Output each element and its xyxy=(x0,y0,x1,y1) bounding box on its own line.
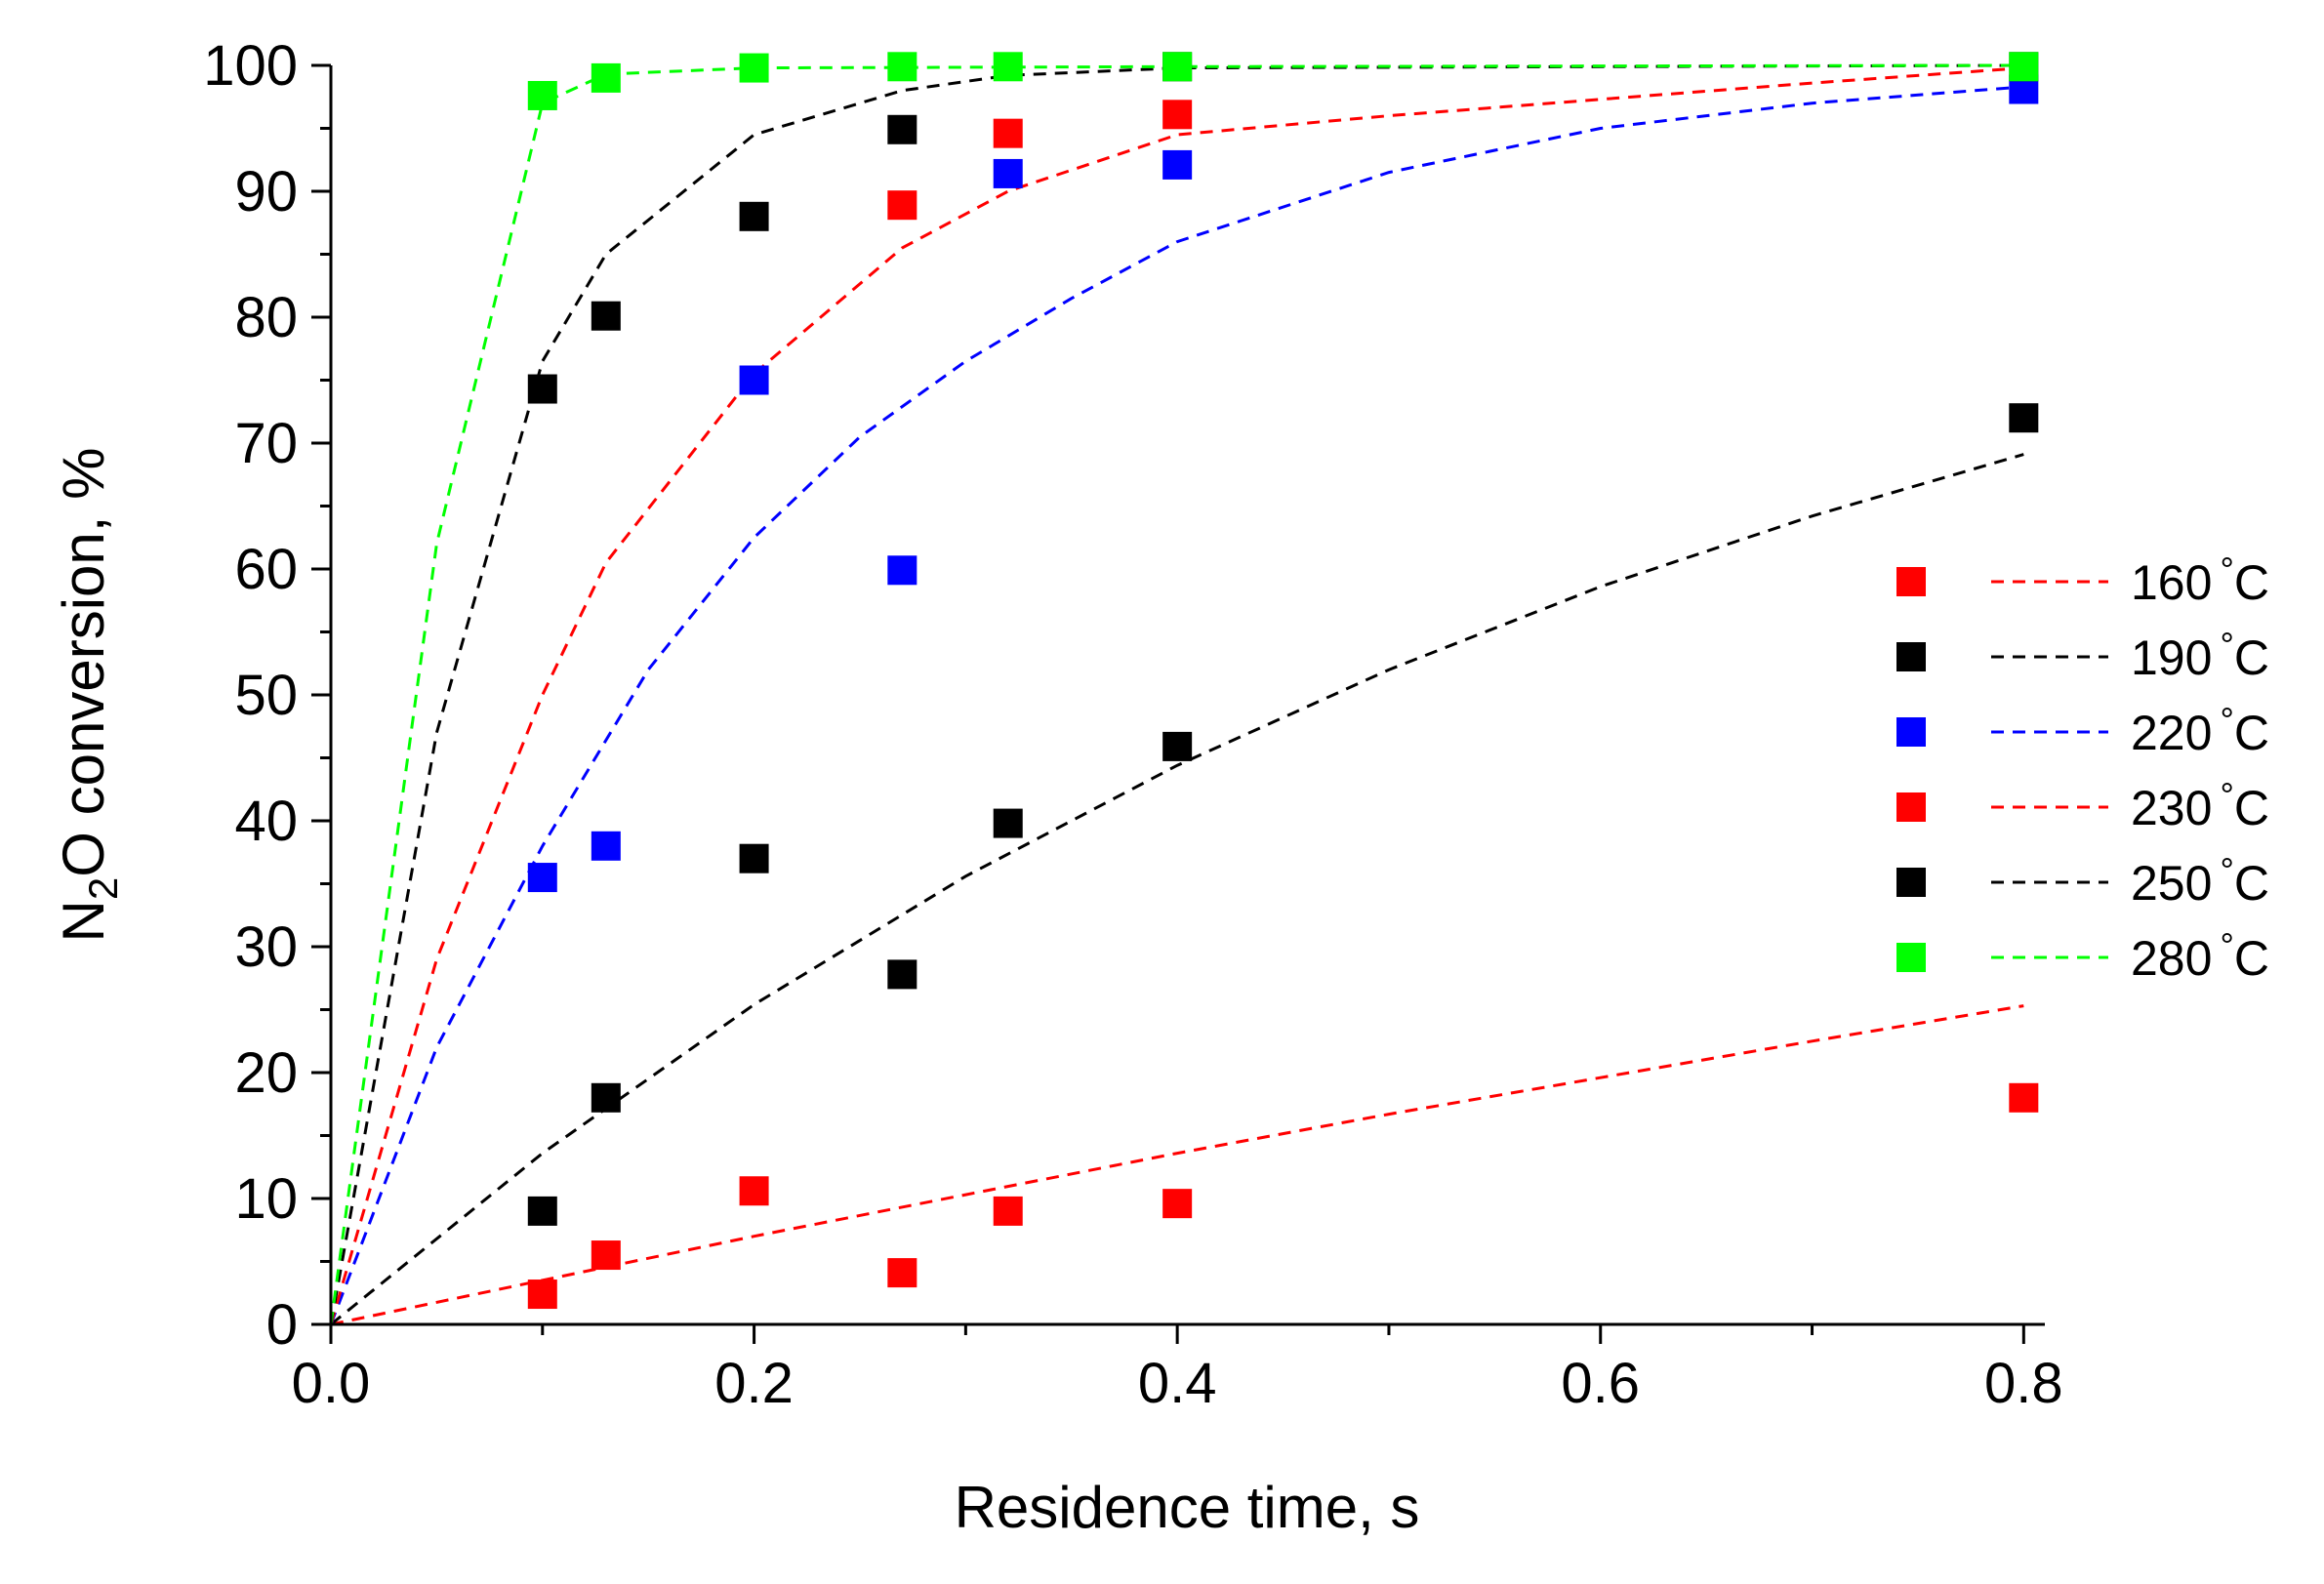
fit-line-series-4 xyxy=(329,66,2024,1325)
data-point-series-1 xyxy=(887,1258,917,1288)
legend-marker xyxy=(1896,868,1926,897)
x-tick-label: 0.6 xyxy=(1561,1352,1640,1415)
data-point-series-6 xyxy=(993,52,1023,82)
data-point-series-2 xyxy=(591,1082,621,1113)
legend-label: 160 °C xyxy=(2131,549,2269,610)
data-point-series-2 xyxy=(2009,403,2039,433)
data-point-series-1 xyxy=(1162,1189,1193,1219)
data-point-series-3 xyxy=(993,158,1023,188)
axes: 0.0 0.2 0.4 0.6 0.8 0 10 20 30 40 50 60 70 80 90 100 xyxy=(203,34,2062,1415)
y-tick-label: 60 xyxy=(234,538,298,601)
legend-marker xyxy=(1896,567,1926,596)
data-point-series-2 xyxy=(739,843,769,873)
y-tick-label: 50 xyxy=(234,664,298,727)
y-tick-label: 80 xyxy=(234,286,298,349)
data-point-series-1 xyxy=(591,1240,621,1271)
x-tick-label: 0.2 xyxy=(714,1352,794,1415)
data-point-series-3 xyxy=(739,365,769,395)
legend-label: 250 °C xyxy=(2131,850,2269,911)
legend: 160 °C 190 °C 220 °C 230 °C 250 °C 280 °C xyxy=(1896,549,2269,986)
fit-line-series-6 xyxy=(329,63,2024,1325)
data-point-series-1 xyxy=(527,1279,557,1310)
x-tick-label: 0.4 xyxy=(1138,1352,1217,1415)
data-point-series-3 xyxy=(887,555,917,586)
data-point-series-4 xyxy=(993,118,1023,148)
fit-line-series-2 xyxy=(330,453,2024,1326)
data-point-series-5 xyxy=(739,201,769,231)
fit-line-series-1 xyxy=(330,1004,2024,1326)
fit-line-series-5 xyxy=(329,63,2024,1325)
data-point-series-4 xyxy=(887,190,917,221)
legend-label: 280 °C xyxy=(2131,925,2269,986)
legend-marker xyxy=(1896,943,1926,972)
y-tick-label: 90 xyxy=(234,160,298,223)
data-point-series-6 xyxy=(591,62,621,93)
data-point-series-2 xyxy=(527,1196,557,1226)
data-point-series-3 xyxy=(591,831,621,861)
data-point-series-5 xyxy=(887,114,917,144)
data-point-series-2 xyxy=(1162,731,1193,761)
y-axis-title-post: O conversion, % xyxy=(51,448,116,877)
y-tick-label: 70 xyxy=(234,412,298,475)
data-point-series-2 xyxy=(993,808,1023,838)
data-point-series-6 xyxy=(887,52,917,82)
data-point-series-6 xyxy=(2009,52,2039,82)
y-axis-title-sub: 2 xyxy=(80,877,126,900)
fit-line-series-3 xyxy=(329,85,2024,1325)
y-tick-label: 0 xyxy=(266,1293,298,1357)
legend-label: 190 °C xyxy=(2131,625,2269,685)
data-point-series-5 xyxy=(591,301,621,331)
x-axis-title: Residence time, s xyxy=(955,1475,1420,1540)
y-tick-label: 30 xyxy=(234,915,298,979)
data-point-series-1 xyxy=(2009,1082,2039,1113)
legend-marker xyxy=(1896,792,1926,822)
legend-marker xyxy=(1896,717,1926,747)
plot-area xyxy=(329,52,2039,1326)
y-axis-title-pre: N xyxy=(51,900,116,942)
legend-label: 230 °C xyxy=(2131,775,2269,835)
data-point-series-6 xyxy=(527,80,557,110)
data-point-series-6 xyxy=(739,53,769,83)
data-point-series-1 xyxy=(739,1176,769,1206)
y-tick-label: 100 xyxy=(203,34,298,98)
data-point-series-3 xyxy=(527,863,557,893)
data-point-series-6 xyxy=(1162,52,1193,82)
y-axis-title: N2O conversion, % xyxy=(51,448,126,943)
x-tick-label: 0.0 xyxy=(292,1352,371,1415)
data-point-series-3 xyxy=(1162,149,1193,180)
legend-marker xyxy=(1896,642,1926,671)
y-tick-label: 10 xyxy=(234,1167,298,1231)
data-point-series-5 xyxy=(527,374,557,404)
data-point-series-4 xyxy=(1162,100,1193,130)
x-tick-label: 0.8 xyxy=(1984,1352,2063,1415)
data-point-series-2 xyxy=(887,959,917,990)
y-tick-label: 40 xyxy=(234,790,298,853)
y-tick-label: 20 xyxy=(234,1041,298,1105)
data-point-series-1 xyxy=(993,1196,1023,1226)
legend-label: 220 °C xyxy=(2131,700,2269,760)
